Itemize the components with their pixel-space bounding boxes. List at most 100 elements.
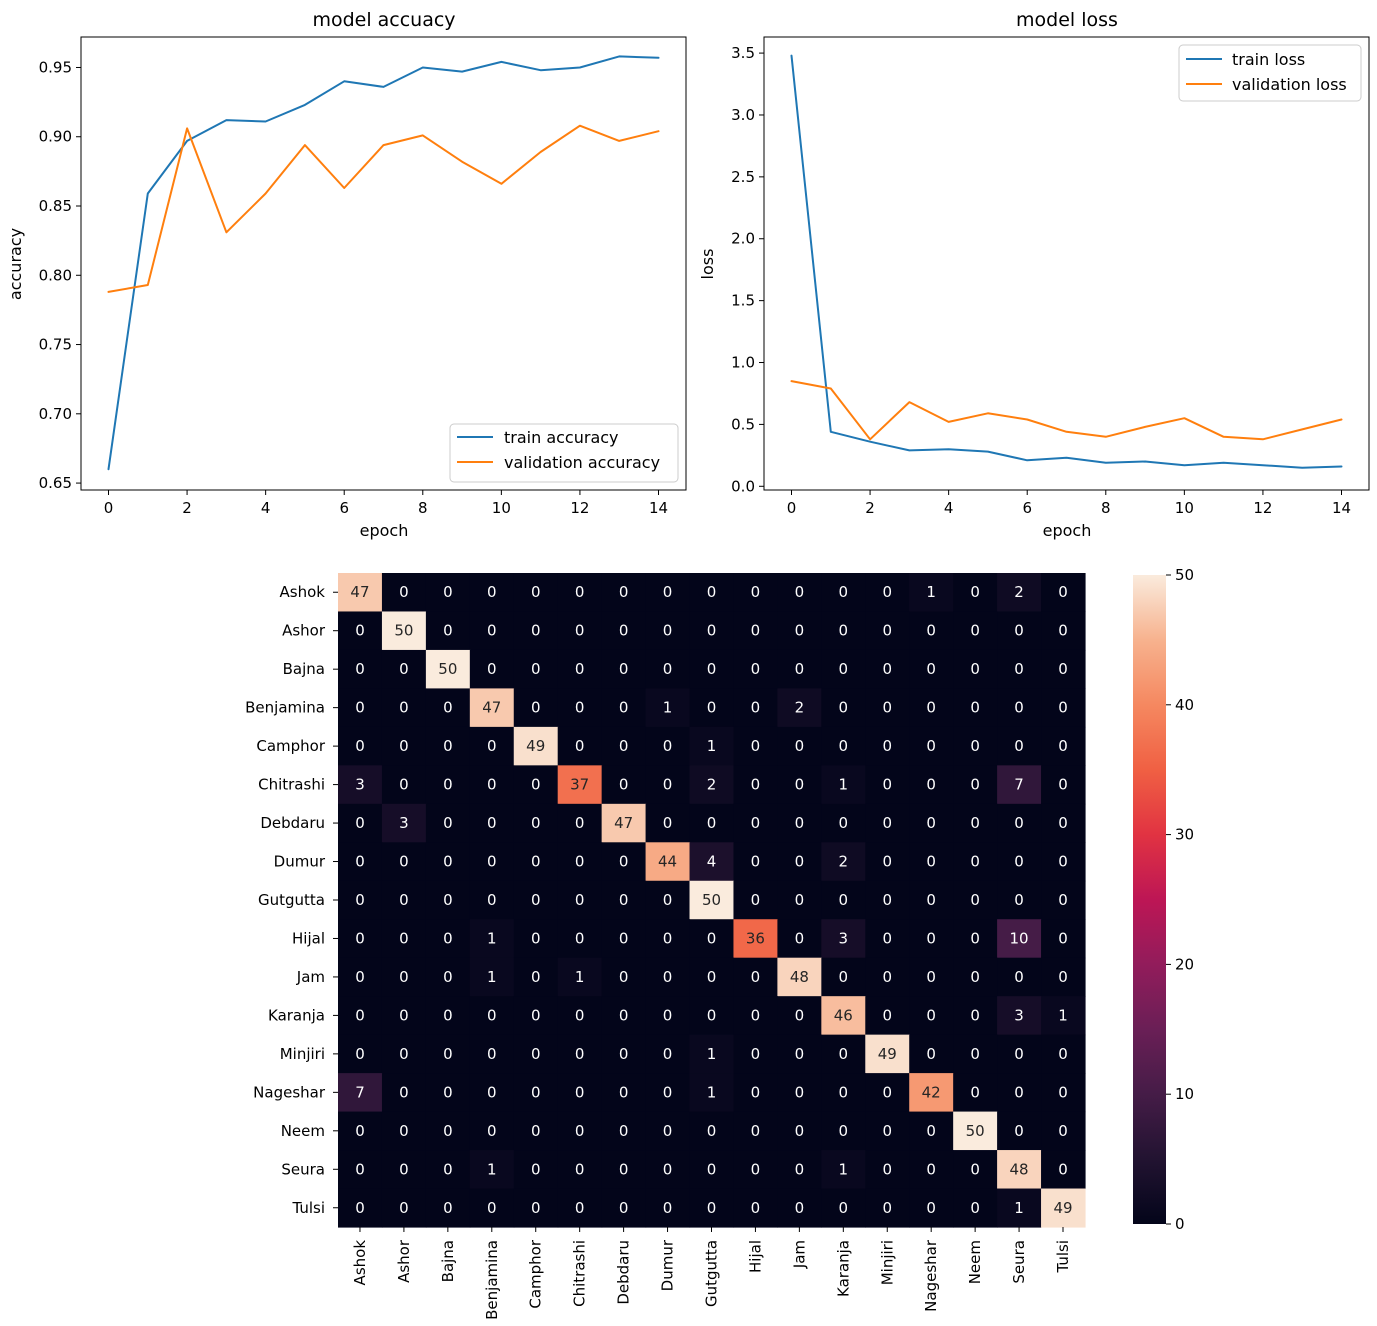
- heatmap-cell-value: 49: [1053, 1199, 1072, 1217]
- heatmap-cell-value: 0: [1014, 660, 1024, 678]
- heatmap-cell: [645, 1073, 691, 1113]
- heatmap-cell-value: 0: [1014, 891, 1024, 909]
- accuracy-x-tick-label: 10: [492, 499, 511, 517]
- heatmap-cell-value: 0: [751, 1083, 761, 1101]
- heatmap-cell: [909, 649, 954, 690]
- heatmap-cell: [338, 1073, 383, 1113]
- heatmap-cell-value: 0: [751, 1160, 761, 1178]
- heatmap-cell-value: 0: [707, 968, 717, 986]
- heatmap-cell-value: 0: [399, 1083, 409, 1101]
- heatmap-cell-value: 0: [1058, 737, 1068, 755]
- heatmap-cell-value: 0: [443, 1083, 453, 1101]
- heatmap-cell-value: 0: [399, 737, 409, 755]
- heatmap-cell: [689, 803, 735, 843]
- heatmap-cell-value: 0: [926, 814, 936, 832]
- heatmap-cell: [645, 649, 691, 690]
- heatmap-cell-value: 0: [1058, 853, 1068, 871]
- heatmap-cell: [953, 803, 998, 843]
- heatmap-cell: [645, 996, 691, 1036]
- heatmap-cell: [821, 1150, 866, 1190]
- heatmap-cell-value: 7: [1014, 776, 1024, 794]
- heatmap-cell-value: 0: [751, 660, 761, 678]
- heatmap-cell: [557, 611, 603, 651]
- heatmap-cell: [381, 726, 427, 766]
- heatmap-cell: [645, 1150, 691, 1190]
- accuracy-axes-frame: [80, 36, 687, 491]
- heatmap-cell: [777, 803, 822, 843]
- heatmap-cell: [601, 1073, 647, 1113]
- heatmap-cell-value: 0: [355, 1199, 365, 1217]
- heatmap-cell: [865, 1150, 910, 1190]
- heatmap-cell: [513, 919, 559, 959]
- heatmap-cell: [865, 880, 910, 920]
- heatmap-row-label: Tulsi: [291, 1199, 325, 1217]
- heatmap-cell: [513, 1034, 559, 1074]
- heatmap-cell: [997, 957, 1042, 997]
- heatmap-cell: [513, 649, 559, 690]
- heatmap-cell-value: 0: [619, 929, 629, 947]
- heatmap-cell: [909, 880, 954, 920]
- heatmap-cell: [338, 726, 383, 766]
- heatmap-cell-value: 0: [575, 622, 585, 640]
- heatmap-cell-value: 0: [619, 622, 629, 640]
- heatmap-cell: [865, 996, 910, 1036]
- heatmap-cell-value: 0: [487, 660, 497, 678]
- heatmap-cell: [601, 880, 647, 920]
- heatmap-cell: [645, 880, 691, 920]
- heatmap-cell: [1041, 1111, 1086, 1151]
- heatmap-cell: [909, 1111, 954, 1151]
- heatmap-cell-value: 0: [795, 814, 805, 832]
- heatmap-cell: [689, 1034, 735, 1074]
- heatmap-cell: [733, 765, 778, 805]
- heatmap-cell: [645, 842, 691, 882]
- heatmap-cell-value: 0: [399, 1160, 409, 1178]
- heatmap-cell-value: 0: [795, 891, 805, 909]
- heatmap-cell: [601, 649, 647, 690]
- heatmap-cell-value: 0: [443, 737, 453, 755]
- heatmap-cell: [1041, 1150, 1086, 1190]
- heatmap-cell-value: 0: [751, 853, 761, 871]
- heatmap-cell-value: 0: [575, 1083, 585, 1101]
- heatmap-cell-value: 0: [1058, 814, 1068, 832]
- heatmap-cell-value: 0: [751, 699, 761, 717]
- heatmap-cell-value: 0: [531, 622, 541, 640]
- heatmap-cell-value: 0: [619, 968, 629, 986]
- heatmap-cell-value: 0: [355, 1045, 365, 1063]
- heatmap-cell: [1041, 688, 1086, 728]
- heatmap-cell-value: 7: [355, 1083, 365, 1101]
- heatmap-cell-value: 0: [487, 622, 497, 640]
- heatmap-cell: [777, 573, 822, 613]
- heatmap-col-label: Seura: [1010, 1240, 1028, 1284]
- heatmap-cell: [953, 880, 998, 920]
- heatmap-cell-value: 0: [1014, 699, 1024, 717]
- colorbar: 0 10 20 30 40 50: [1133, 566, 1194, 1233]
- heatmap-cell: [557, 765, 603, 805]
- heatmap-cell-value: 0: [839, 1045, 849, 1063]
- heatmap-cell: [909, 803, 954, 843]
- heatmap-cell-value: 0: [399, 1199, 409, 1217]
- heatmap-cell-value: 0: [663, 929, 673, 947]
- heatmap-cell: [689, 880, 735, 920]
- heatmap-cell-value: 0: [751, 737, 761, 755]
- heatmap-cell: [338, 765, 383, 805]
- heatmap-cell-value: 0: [926, 968, 936, 986]
- heatmap-cell: [909, 996, 954, 1036]
- heatmap-cell: [338, 1188, 383, 1228]
- heatmap-cell: [821, 1111, 866, 1151]
- heatmap-cell-value: 1: [663, 699, 673, 717]
- heatmap-cell-value: 0: [970, 968, 980, 986]
- heatmap-cell-value: 0: [619, 699, 629, 717]
- heatmap-cell: [821, 957, 866, 997]
- heatmap-cell: [689, 688, 735, 728]
- heatmap-cell: [689, 611, 735, 651]
- heatmap-col-label: Debdaru: [615, 1240, 633, 1305]
- heatmap-cell-value: 0: [882, 853, 892, 871]
- colorbar-tick-label: 0: [1175, 1215, 1185, 1233]
- heatmap-col-label: Karanja: [834, 1240, 852, 1297]
- heatmap-cell: [777, 842, 822, 882]
- heatmap-cell: [997, 1150, 1042, 1190]
- heatmap-cell: [733, 726, 778, 766]
- heatmap-cell-value: 47: [350, 583, 369, 601]
- heatmap-cell-value: 0: [1014, 814, 1024, 832]
- heatmap-cell: [425, 688, 471, 728]
